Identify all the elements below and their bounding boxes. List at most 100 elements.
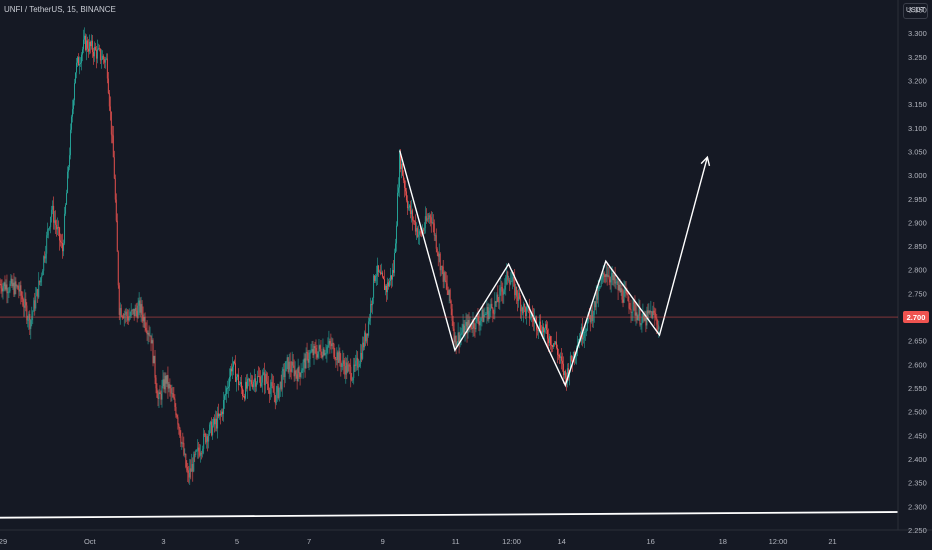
candle-body (240, 382, 241, 385)
candle-body (74, 83, 75, 101)
candle-body (329, 340, 331, 344)
candle-body (25, 299, 27, 306)
candle-body (298, 367, 300, 373)
candle-body (53, 205, 55, 223)
candle-body (18, 289, 20, 292)
price-tick-label: 2.450 (908, 431, 927, 440)
candle-body (268, 390, 270, 394)
candle-body (270, 382, 272, 389)
candle-body (643, 312, 645, 321)
candle-body (87, 48, 89, 52)
candle-body (108, 93, 110, 107)
candle-body (626, 292, 628, 294)
candle-body (70, 129, 72, 156)
candle-body (12, 282, 14, 287)
time-tick-label: 9 (381, 537, 385, 546)
candle-body (24, 299, 26, 308)
candle-body (81, 54, 82, 63)
candle-body (453, 328, 455, 343)
candle-body (458, 332, 460, 344)
candle-body (66, 193, 68, 205)
candle-body (531, 314, 533, 318)
candle-body (211, 421, 213, 436)
candle-body (179, 427, 181, 437)
candle-body (452, 320, 454, 329)
candle-body (623, 290, 625, 303)
time-tick-label: 21 (828, 537, 836, 546)
candle-body (426, 218, 428, 221)
price-tick-label: 2.250 (908, 526, 927, 535)
candle-body (117, 251, 119, 286)
drawing-layer[interactable] (0, 150, 899, 519)
candle-body (94, 46, 96, 50)
candle-body (500, 287, 502, 289)
candle-body (261, 374, 263, 383)
candle-body (652, 310, 654, 319)
candle-body (85, 35, 86, 51)
candle-body (170, 388, 172, 394)
candle-body (493, 313, 495, 315)
candle-body (502, 291, 504, 295)
candle-body (433, 223, 435, 236)
candle-body (132, 309, 134, 311)
support-trendline[interactable] (0, 511, 899, 519)
candle-body (200, 452, 202, 456)
candle-body (654, 312, 656, 318)
candle-body (311, 349, 313, 352)
candle-body (344, 366, 346, 375)
candle-body (398, 187, 399, 193)
candle-body (479, 321, 481, 326)
candle-body (385, 285, 387, 291)
candle-body (284, 371, 286, 378)
candle-body (153, 355, 155, 364)
candle-body (641, 317, 643, 325)
candle-body (297, 367, 299, 382)
time-tick-label: 14 (557, 537, 565, 546)
candle-body (242, 388, 243, 397)
projection-arrowhead[interactable] (700, 155, 711, 167)
candle-body (569, 355, 571, 371)
candle-body (63, 243, 65, 252)
candle-body (275, 392, 277, 404)
candle-body (172, 393, 174, 398)
candle-body (307, 352, 309, 363)
projection-path[interactable] (399, 150, 709, 388)
price-axis[interactable]: 3.350 3.300 3.250 3.200 3.150 3.100 3.050 3.000… (908, 5, 927, 535)
candle-body (415, 228, 417, 232)
candle-body (393, 269, 394, 273)
candle-body (29, 314, 31, 329)
candle-body (486, 307, 488, 315)
time-axis[interactable]: 29 Oct 3 5 7 9 11 12:00 14 16 18 12:00 21 (0, 537, 837, 546)
candle-body (225, 393, 227, 396)
candle-body (583, 332, 585, 338)
candle-body (320, 348, 322, 356)
time-tick-label: 7 (307, 537, 311, 546)
candle-body (8, 291, 10, 293)
candle-body (215, 418, 217, 425)
candle-body (178, 424, 180, 428)
candle-body (434, 235, 436, 236)
candle-body (429, 215, 431, 218)
candle-body (600, 279, 602, 287)
candle-body (312, 349, 314, 356)
candle-body (449, 289, 451, 302)
candle-body (343, 360, 345, 367)
candle-body (214, 418, 216, 425)
candle-body (657, 324, 659, 330)
candle-body (193, 454, 195, 472)
symbol-legend[interactable]: UNFI / TetherUS, 15, BINANCE (4, 5, 116, 14)
candle-body (192, 464, 194, 472)
candle-body (82, 49, 83, 55)
currency-badge[interactable]: USDT (903, 3, 928, 19)
candle-body (76, 62, 77, 73)
candle-body (323, 348, 325, 356)
candle-body (423, 228, 425, 231)
candle-body (416, 228, 418, 237)
candle-body (314, 346, 316, 349)
candle-body (325, 352, 327, 354)
candle-body (105, 58, 107, 60)
candle-body (616, 281, 618, 283)
candle-body (572, 352, 574, 363)
